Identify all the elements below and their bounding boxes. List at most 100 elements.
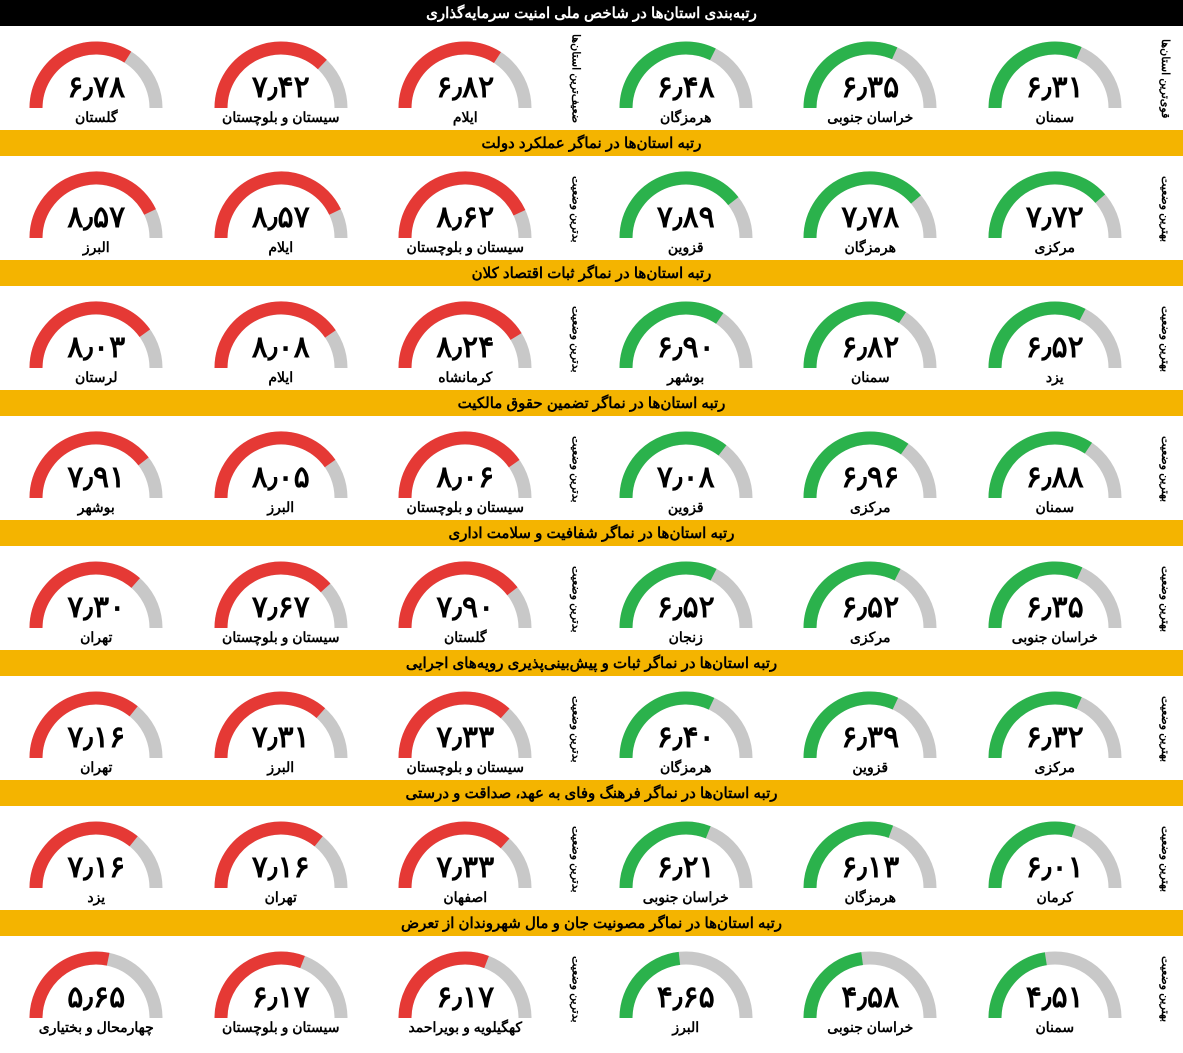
section-title: رتبه استان‌ها در نماگر فرهنگ وفای به عهد… (0, 780, 1183, 806)
gauge-value: ۶٫۲۱ (606, 850, 766, 885)
gauge-best: ۷٫۷۲ مرکزی (970, 162, 1140, 256)
gauge-arc-wrap: ۶٫۳۱ (975, 32, 1135, 107)
section-title: رتبه استان‌ها در نماگر تضمین حقوق مالکیت (0, 390, 1183, 416)
gauge-worst: ۷٫۱۶ تهران (11, 682, 181, 776)
gauge-best: ۷٫۷۸ هرمزگان (785, 162, 955, 256)
best-group: ۶٫۳۲ مرکزی ۶٫۳۹ قزوین ۶٫۴۰ هرمزگان (594, 682, 1148, 776)
gauge-value: ۷٫۳۳ (385, 720, 545, 755)
gauge-value: ۷٫۴۲ (201, 70, 361, 105)
worst-group: ۸٫۰۶ سیستان و بلوچستان ۸٫۰۵ البرز ۷٫۹۱ ب… (4, 422, 558, 516)
gauge-arc-wrap: ۴٫۵۸ (790, 942, 950, 1017)
worst-group: ۷٫۳۳ اصفهان ۷٫۱۶ تهران ۷٫۱۶ یزد (4, 812, 558, 906)
gauge-arc-wrap: ۶٫۳۹ (790, 682, 950, 757)
gauge-arc-wrap: ۷٫۷۲ (975, 162, 1135, 237)
gauge-arc-wrap: ۷٫۹۱ (16, 422, 176, 497)
gauge-worst: ۶٫۸۲ ایلام (380, 32, 550, 126)
gauge-arc-wrap: ۶٫۹۰ (606, 292, 766, 367)
gauge-value: ۸٫۰۳ (16, 330, 176, 365)
gauge-best: ۶٫۳۵ خراسان جنوبی (970, 552, 1140, 646)
gauge-arc-wrap: ۶٫۴۸ (606, 32, 766, 107)
gauge-value: ۶٫۸۲ (385, 70, 545, 105)
worst-side-label: بدترین وضعیت (562, 826, 590, 893)
gauge-best: ۷٫۰۸ قزوین (601, 422, 771, 516)
section-title: رتبه استان‌ها در نماگر شفافیت و سلامت اد… (0, 520, 1183, 546)
gauge-worst: ۷٫۱۶ یزد (11, 812, 181, 906)
gauge-worst: ۸٫۵۷ ایلام (196, 162, 366, 256)
gauge-value: ۷٫۶۷ (201, 590, 361, 625)
gauge-best: ۶٫۴۰ هرمزگان (601, 682, 771, 776)
worst-group: ۷٫۹۰ گلستان ۷٫۶۷ سیستان و بلوچستان ۷٫۳۰ … (4, 552, 558, 646)
gauge-value: ۴٫۵۸ (790, 980, 950, 1015)
best-side-label: بهترین وضعیت (1151, 956, 1179, 1022)
worst-side-label: بدترین وضعیت (562, 956, 590, 1023)
gauge-row: بهترین وضعیت ۶٫۳۲ مرکزی ۶٫۳۹ قزوین (0, 676, 1183, 780)
gauge-value: ۶٫۹۶ (790, 460, 950, 495)
gauge-arc-wrap: ۷٫۷۸ (790, 162, 950, 237)
gauge-value: ۷٫۱۶ (201, 850, 361, 885)
gauge-best: ۶٫۸۸ سمنان (970, 422, 1140, 516)
gauge-arc-wrap: ۶٫۸۸ (975, 422, 1135, 497)
section-title: رتبه استان‌ها در نماگر ثبات و پیش‌بینی‌پ… (0, 650, 1183, 676)
gauge-best: ۶٫۸۲ سمنان (785, 292, 955, 386)
gauge-best: ۶٫۱۳ هرمزگان (785, 812, 955, 906)
gauge-value: ۶٫۱۷ (201, 980, 361, 1015)
gauge-arc-wrap: ۷٫۱۶ (16, 812, 176, 887)
gauge-arc-wrap: ۸٫۰۸ (201, 292, 361, 367)
gauge-value: ۸٫۵۷ (16, 200, 176, 235)
gauge-best: ۶٫۹۰ بوشهر (601, 292, 771, 386)
gauge-best: ۶٫۳۱ سمنان (970, 32, 1140, 126)
section-title: رتبه استان‌ها در نماگر عملکرد دولت (0, 130, 1183, 156)
gauge-arc-wrap: ۶٫۴۰ (606, 682, 766, 757)
gauge-arc-wrap: ۷٫۹۰ (385, 552, 545, 627)
gauge-worst: ۸٫۰۸ ایلام (196, 292, 366, 386)
gauge-arc-wrap: ۶٫۳۵ (790, 32, 950, 107)
gauge-arc-wrap: ۶٫۲۱ (606, 812, 766, 887)
best-side-label: بهترین وضعیت (1151, 826, 1179, 892)
gauge-row: قوی‌ترین استان‌ها ۶٫۳۱ سمنان ۶٫۳۵ خراسان… (0, 26, 1183, 130)
gauge-row: بهترین وضعیت ۴٫۵۱ سمنان ۴٫۵۸ خراسان جنوب… (0, 936, 1183, 1040)
gauge-value: ۸٫۵۷ (201, 200, 361, 235)
worst-group: ۸٫۲۴ کرمانشاه ۸٫۰۸ ایلام ۸٫۰۳ لرستان (4, 292, 558, 386)
gauge-value: ۵٫۶۵ (16, 980, 176, 1015)
gauge-arc-wrap: ۸٫۶۲ (385, 162, 545, 237)
gauge-worst: ۷٫۴۲ سیستان و بلوچستان (196, 32, 366, 126)
gauge-arc-wrap: ۶٫۵۲ (790, 552, 950, 627)
gauge-arc-wrap: ۶٫۹۶ (790, 422, 950, 497)
gauge-worst: ۸٫۰۶ سیستان و بلوچستان (380, 422, 550, 516)
best-group: ۶٫۳۵ خراسان جنوبی ۶٫۵۲ مرکزی ۶٫۵۲ زنجان (594, 552, 1148, 646)
gauge-value: ۶٫۱۳ (790, 850, 950, 885)
gauge-worst: ۷٫۶۷ سیستان و بلوچستان (196, 552, 366, 646)
worst-side-label: بدترین وضعیت (562, 306, 590, 373)
gauge-arc-wrap: ۸٫۵۷ (16, 162, 176, 237)
gauge-best: ۶٫۳۲ مرکزی (970, 682, 1140, 776)
gauge-arc-wrap: ۶٫۱۳ (790, 812, 950, 887)
worst-group: ۸٫۶۲ سیستان و بلوچستان ۸٫۵۷ ایلام ۸٫۵۷ ا… (4, 162, 558, 256)
gauge-row: بهترین وضعیت ۶٫۳۵ خراسان جنوبی ۶٫۵۲ مرکز… (0, 546, 1183, 650)
worst-side-label: بدترین وضعیت (562, 566, 590, 633)
gauge-value: ۷٫۳۰ (16, 590, 176, 625)
gauge-arc-wrap: ۶٫۵۲ (606, 552, 766, 627)
gauge-value: ۶٫۹۰ (606, 330, 766, 365)
gauge-worst: ۷٫۳۰ تهران (11, 552, 181, 646)
gauge-worst: ۷٫۱۶ تهران (196, 812, 366, 906)
gauge-value: ۷٫۹۱ (16, 460, 176, 495)
gauge-value: ۸٫۰۵ (201, 460, 361, 495)
gauge-arc-wrap: ۸٫۵۷ (201, 162, 361, 237)
gauge-arc-wrap: ۶٫۸۲ (790, 292, 950, 367)
gauge-value: ۸٫۶۲ (385, 200, 545, 235)
gauge-arc-wrap: ۶٫۳۵ (975, 552, 1135, 627)
gauge-worst: ۷٫۹۰ گلستان (380, 552, 550, 646)
section-title: رتبه استان‌ها در نماگر مصونیت جان و مال … (0, 910, 1183, 936)
gauge-best: ۶٫۳۹ قزوین (785, 682, 955, 776)
gauge-arc-wrap: ۷٫۳۳ (385, 812, 545, 887)
gauge-value: ۶٫۳۲ (975, 720, 1135, 755)
gauge-arc-wrap: ۷٫۶۷ (201, 552, 361, 627)
gauge-value: ۸٫۰۸ (201, 330, 361, 365)
gauge-value: ۷٫۱۶ (16, 850, 176, 885)
best-side-label: قوی‌ترین استان‌ها (1151, 39, 1179, 118)
gauge-worst: ۷٫۳۳ سیستان و بلوچستان (380, 682, 550, 776)
gauge-best: ۶٫۹۶ مرکزی (785, 422, 955, 516)
gauge-worst: ۸٫۰۵ البرز (196, 422, 366, 516)
gauge-arc-wrap: ۸٫۲۴ (385, 292, 545, 367)
gauge-best: ۶٫۰۱ کرمان (970, 812, 1140, 906)
